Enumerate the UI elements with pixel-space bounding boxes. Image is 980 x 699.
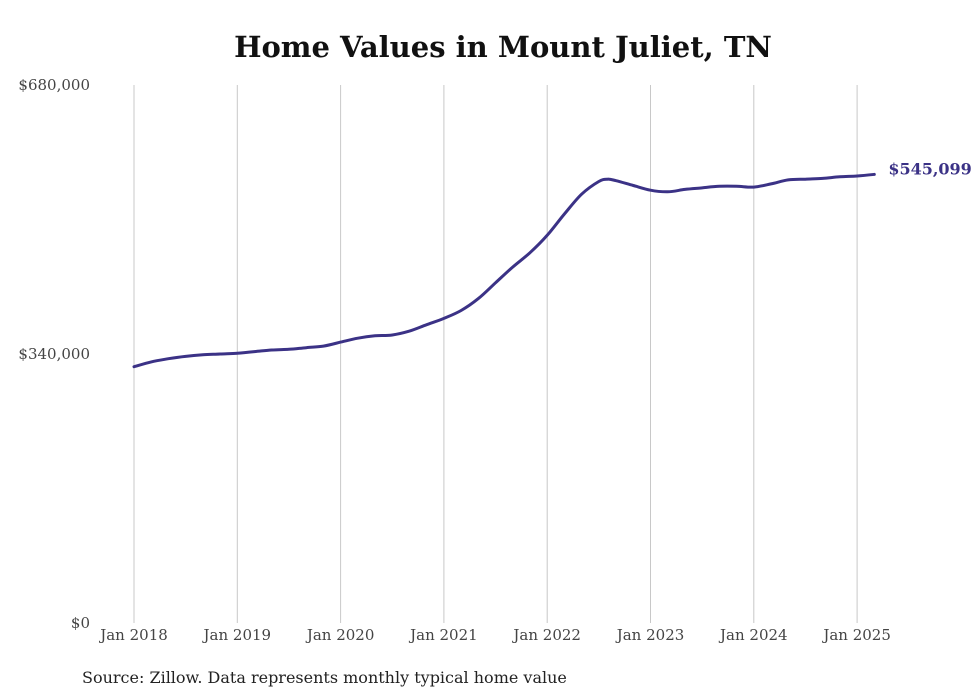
x-tick-label: Jan 2021: [408, 626, 478, 644]
y-tick-label: $680,000: [18, 76, 90, 94]
y-axis: $0 $340,000 $680,000: [18, 76, 90, 632]
x-tick-label: Jan 2022: [511, 626, 581, 644]
x-axis: Jan 2018 Jan 2019 Jan 2020 Jan 2021 Jan 2022…: [98, 626, 891, 644]
x-tick-label: Jan 2025: [821, 626, 891, 644]
y-tick-label: $0: [71, 614, 90, 632]
x-tick-label: Jan 2018: [98, 626, 168, 644]
chart-title: Home Values in Mount Juliet, TN: [234, 30, 772, 64]
x-tick-label: Jan 2023: [615, 626, 685, 644]
y-tick-label: $340,000: [18, 345, 90, 363]
x-tick-label: Jan 2024: [718, 626, 788, 644]
x-tick-label: Jan 2020: [305, 626, 375, 644]
source-note: Source: Zillow. Data represents monthly …: [82, 668, 567, 687]
x-tick-label: Jan 2019: [202, 626, 272, 644]
end-value-label: $545,099: [888, 159, 972, 178]
home-value-line: [132, 172, 876, 369]
